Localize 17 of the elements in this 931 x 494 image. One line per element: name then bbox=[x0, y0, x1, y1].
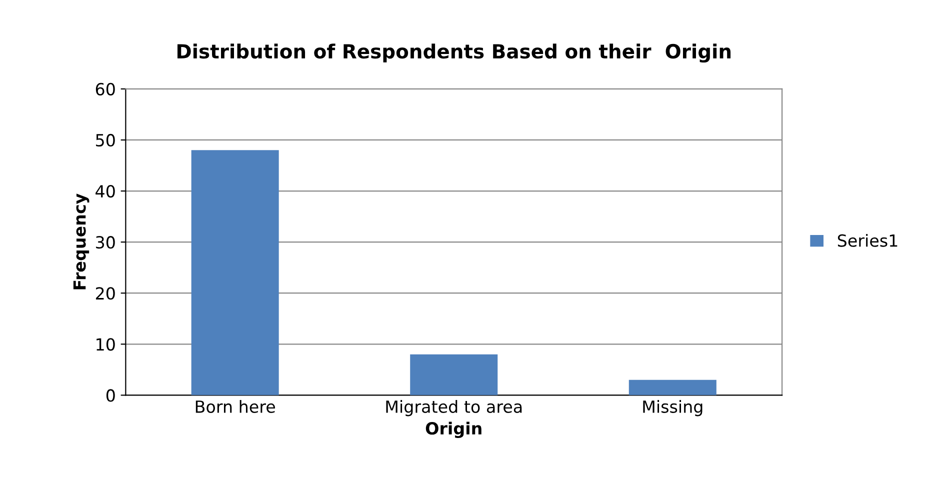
x-axis-title: Origin bbox=[426, 422, 482, 438]
y-tick-label: 10 bbox=[96, 338, 115, 351]
y-tick-label: 50 bbox=[96, 134, 115, 147]
bar bbox=[191, 150, 279, 396]
y-tick-label: 60 bbox=[96, 82, 115, 96]
y-tick-label: 0 bbox=[106, 389, 115, 402]
x-tick-label: Missing bbox=[643, 400, 702, 416]
bar bbox=[410, 354, 498, 396]
y-tick-label: 30 bbox=[96, 236, 115, 249]
x-tick-label: Born here bbox=[196, 400, 275, 413]
legend-label: Series1 bbox=[838, 234, 898, 247]
y-tick-label: 40 bbox=[96, 184, 115, 198]
y-tick-label: 20 bbox=[96, 287, 115, 300]
x-tick-label: Migrated to area bbox=[386, 400, 522, 416]
chart-title: Distribution of Respondents Based on their Origin bbox=[177, 44, 731, 63]
y-axis-title: Frequency bbox=[73, 194, 90, 290]
bar bbox=[628, 380, 716, 396]
